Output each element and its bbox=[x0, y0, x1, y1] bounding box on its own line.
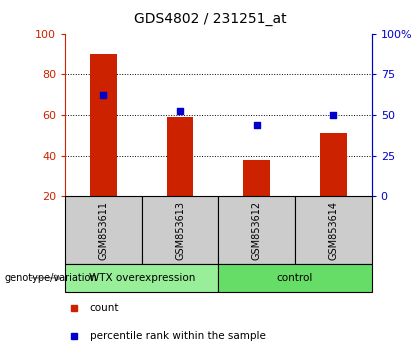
Text: GSM853611: GSM853611 bbox=[98, 201, 108, 259]
Text: WTX overexpression: WTX overexpression bbox=[89, 273, 195, 283]
Text: GSM853614: GSM853614 bbox=[328, 201, 339, 259]
Text: GSM853613: GSM853613 bbox=[175, 201, 185, 259]
Bar bbox=[243, 160, 270, 196]
Bar bbox=[142, 196, 218, 264]
Bar bbox=[218, 196, 295, 264]
Bar bbox=[65, 196, 142, 264]
Bar bbox=[90, 54, 117, 196]
Bar bbox=[218, 264, 372, 292]
Text: percentile rank within the sample: percentile rank within the sample bbox=[89, 331, 265, 341]
Bar bbox=[167, 117, 194, 196]
Text: genotype/variation: genotype/variation bbox=[4, 273, 97, 283]
Point bbox=[177, 108, 184, 114]
Point bbox=[253, 122, 260, 128]
Bar bbox=[295, 196, 372, 264]
Point bbox=[100, 92, 107, 97]
Text: GDS4802 / 231251_at: GDS4802 / 231251_at bbox=[134, 12, 286, 27]
Text: control: control bbox=[277, 273, 313, 283]
Bar bbox=[65, 264, 218, 292]
Bar bbox=[320, 133, 347, 196]
Text: GSM853612: GSM853612 bbox=[252, 200, 262, 260]
Text: count: count bbox=[89, 303, 119, 313]
Point bbox=[330, 112, 337, 118]
